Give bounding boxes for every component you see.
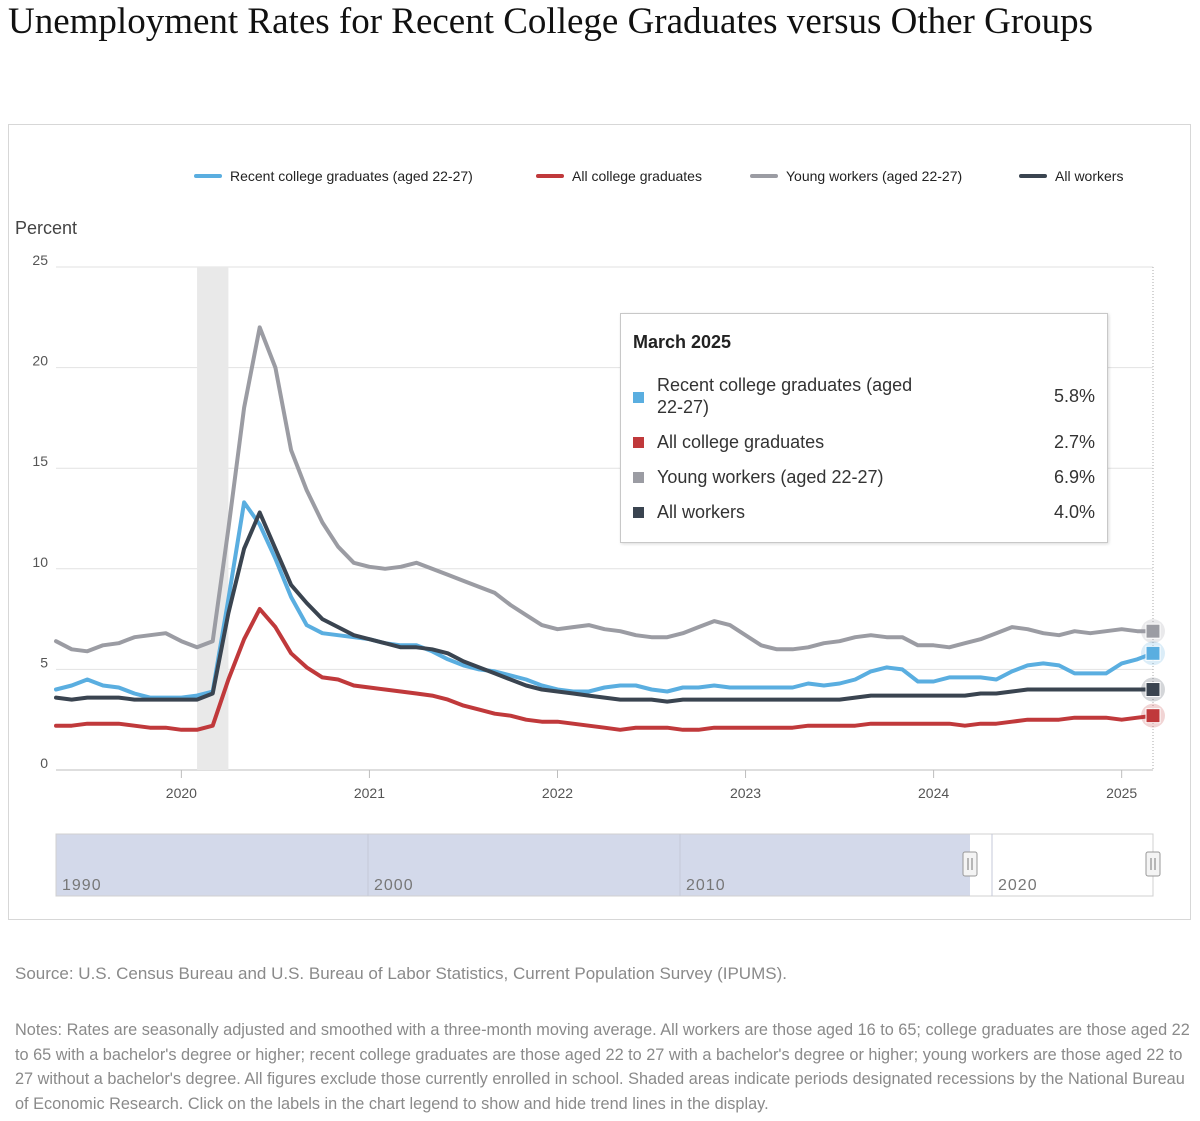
series-line-2	[54, 325, 1155, 654]
series-end-marker	[1145, 623, 1161, 639]
navigator-year-label: 2020	[998, 877, 1038, 894]
x-tick-label: 2025	[1106, 785, 1137, 801]
source-note: Source: U.S. Census Bureau and U.S. Bure…	[15, 964, 787, 983]
tooltip-title: March 2025	[633, 332, 732, 352]
x-tick-label: 2022	[542, 785, 573, 801]
legend-item[interactable]: Recent college graduates (aged 22-27)	[194, 168, 473, 184]
tooltip-label: All workers	[657, 502, 746, 522]
x-tick-label: 2024	[918, 785, 949, 801]
navigator-handle-right[interactable]	[1145, 851, 1161, 877]
tooltip-value: 5.8%	[1053, 386, 1095, 406]
y-tick-label: 10	[32, 554, 48, 570]
chart-frame	[8, 124, 1191, 920]
series-end-marker	[1145, 645, 1161, 661]
page-title: Unemployment Rates for Recent College Gr…	[8, 1, 1094, 42]
series-line-0	[54, 500, 1155, 700]
tooltip-label: Young workers (aged 22-27)	[657, 467, 884, 487]
tooltip-row-recent-grads: Recent college graduates (aged 22-27) 5.…	[633, 374, 1095, 420]
y-tick-label: 0	[40, 755, 48, 771]
legend-label: Recent college graduates (aged 22-27)	[230, 168, 473, 184]
navigator-year-label: 2010	[686, 877, 726, 894]
navigator-year-label: 1990	[62, 877, 102, 894]
tooltip-label: All college graduates	[657, 432, 825, 452]
legend-item[interactable]: All workers	[1019, 168, 1123, 184]
y-tick-label: 25	[32, 252, 48, 268]
tooltip-row-young-workers: Young workers (aged 22-27) 6.9%	[633, 466, 1095, 488]
y-tick-label: 20	[32, 353, 48, 369]
chart-tooltip: March 2025 Recent college graduates (age…	[620, 313, 1108, 543]
legend-item[interactable]: Young workers (aged 22-27)	[750, 168, 962, 184]
x-tick-label: 2021	[354, 785, 385, 801]
legend-label: All college graduates	[572, 168, 702, 184]
tooltip-row-all-grads: All college graduates 2.7%	[633, 431, 1095, 453]
series-end-marker	[1145, 708, 1161, 724]
series-line-1	[54, 607, 1155, 732]
x-tick-label: 2023	[730, 785, 761, 801]
y-tick-label: 5	[40, 654, 48, 670]
legend-item[interactable]: All college graduates	[536, 168, 702, 184]
series-line-3	[54, 510, 1155, 704]
series-end-marker	[1145, 682, 1161, 698]
tooltip-value: 4.0%	[1053, 502, 1095, 522]
tooltip-swatch-all-grads	[633, 437, 644, 448]
tooltip-swatch-all-workers	[633, 507, 644, 518]
navigator-selected-range[interactable]	[56, 834, 970, 896]
navigator-year-label: 2000	[374, 877, 414, 894]
y-tick-label: 15	[32, 453, 48, 469]
tooltip-swatch-recent-grads	[633, 392, 644, 403]
y-axis-label: Percent	[15, 218, 77, 238]
tooltip-label: Recent college graduates (aged 22-27)	[657, 375, 913, 417]
navigator-handle-left[interactable]	[962, 851, 978, 877]
legend-label: All workers	[1055, 168, 1123, 184]
tooltip-value: 6.9%	[1053, 467, 1095, 487]
tooltip-value: 2.7%	[1053, 432, 1095, 452]
tooltip-row-all-workers: All workers 4.0%	[633, 501, 1095, 523]
tooltip-swatch-young-workers	[633, 472, 644, 483]
legend-label: Young workers (aged 22-27)	[786, 168, 962, 184]
chart-notes: Notes: Rates are seasonally adjusted and…	[15, 1021, 1190, 1113]
x-tick-label: 2020	[166, 785, 197, 801]
